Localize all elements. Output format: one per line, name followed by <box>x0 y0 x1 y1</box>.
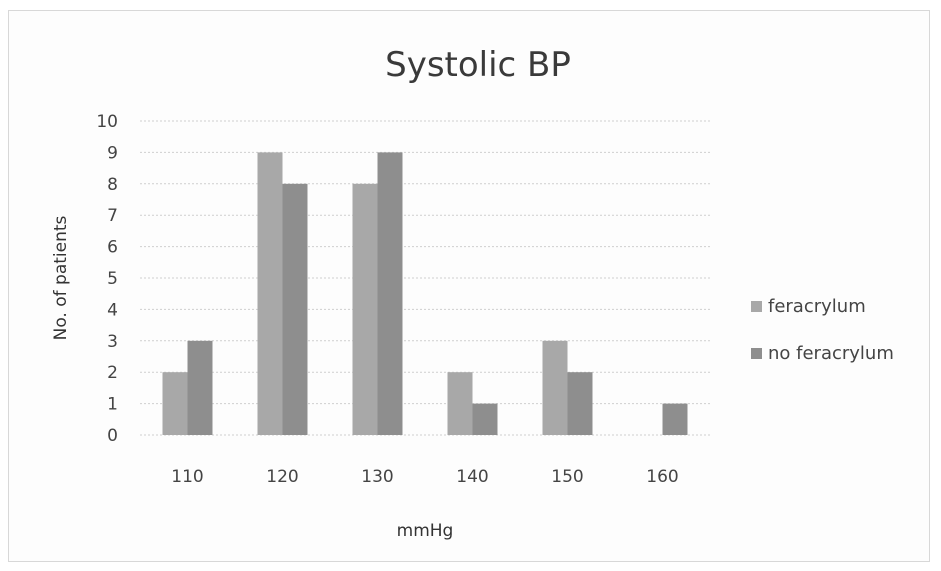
y-tick-label: 5 <box>107 269 118 289</box>
y-tick-label: 6 <box>107 238 118 258</box>
x-axis-label: mmHg <box>397 521 454 541</box>
legend-label: feracrylum <box>768 296 866 317</box>
gridlines <box>140 120 710 436</box>
y-tick-label: 8 <box>107 175 118 195</box>
legend-swatch <box>751 301 762 312</box>
y-axis-label: No. of patients <box>51 215 71 340</box>
bar <box>447 372 473 435</box>
bars <box>162 152 688 435</box>
x-tick-label: 120 <box>266 467 298 487</box>
chart-title: Systolic BP <box>385 45 571 85</box>
legend: feracrylum no feracrylum <box>751 296 894 364</box>
bar <box>187 340 213 435</box>
bar <box>257 152 283 435</box>
x-tick-label: 140 <box>456 467 488 487</box>
y-tick-label: 2 <box>107 363 118 383</box>
y-tick-label: 9 <box>107 143 118 163</box>
x-tick-labels: 110 120 130 140 150 160 <box>171 467 678 487</box>
legend-label: no feracrylum <box>768 343 894 364</box>
y-tick-label: 4 <box>107 300 118 320</box>
bar <box>162 372 188 435</box>
y-tick-labels: 0 1 2 3 4 5 6 7 8 9 10 <box>96 112 118 446</box>
bar <box>662 403 688 435</box>
x-tick-label: 110 <box>171 467 203 487</box>
y-tick-label: 10 <box>96 112 118 132</box>
bar <box>352 183 378 435</box>
bar <box>282 183 308 435</box>
x-tick-label: 130 <box>361 467 393 487</box>
x-tick-label: 150 <box>551 467 583 487</box>
bar <box>377 152 403 435</box>
bar <box>542 340 568 435</box>
y-tick-label: 3 <box>107 332 118 352</box>
legend-swatch <box>751 348 762 359</box>
y-tick-label: 1 <box>107 395 118 415</box>
y-tick-label: 7 <box>107 206 118 226</box>
bar <box>567 372 593 435</box>
x-tick-label: 160 <box>646 467 678 487</box>
y-tick-label: 0 <box>107 426 118 446</box>
bar <box>472 403 498 435</box>
chart-frame <box>8 10 930 562</box>
